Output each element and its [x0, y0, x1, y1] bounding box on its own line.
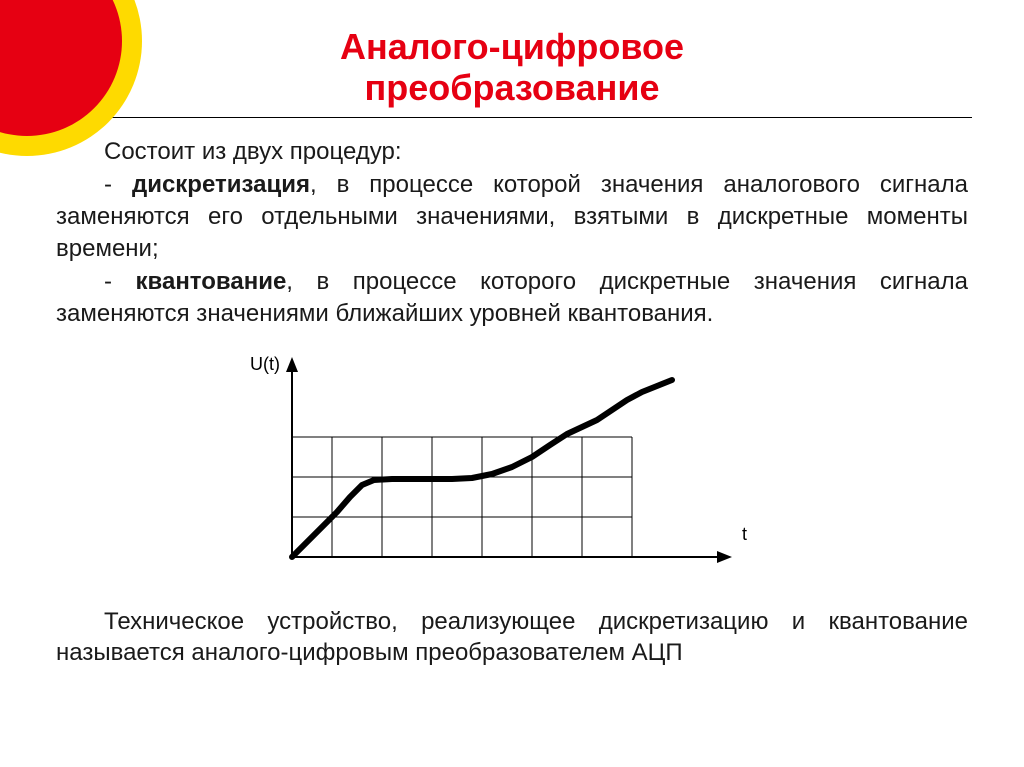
svg-text:t: t: [742, 524, 747, 544]
svg-text:U(t): U(t): [250, 354, 280, 374]
p2-bold: квантование: [136, 268, 287, 295]
p2-prefix: -: [104, 268, 136, 295]
signal-chart: U(t) t: [232, 342, 792, 592]
paragraph-discretization: - дискретизация, в процессе которой знач…: [56, 169, 968, 264]
body-content: Состоит из двух процедур: - дискретизаци…: [0, 136, 1024, 669]
chart-container: U(t) t: [56, 342, 968, 592]
p1-prefix: -: [104, 171, 132, 198]
paragraph-quantization: - квантование, в процессе которого дискр…: [56, 266, 968, 329]
p1-bold: дискретизация: [132, 171, 310, 198]
slide-title: Аналого-цифровое преобразование: [0, 26, 1024, 109]
title-line-2: преобразование: [365, 67, 660, 108]
footer-text: Техническое устройство, реализующее диск…: [56, 606, 968, 669]
intro-line: Состоит из двух процедур:: [56, 136, 968, 168]
title-line-1: Аналого-цифровое: [340, 26, 684, 67]
title-underline: [52, 117, 972, 118]
